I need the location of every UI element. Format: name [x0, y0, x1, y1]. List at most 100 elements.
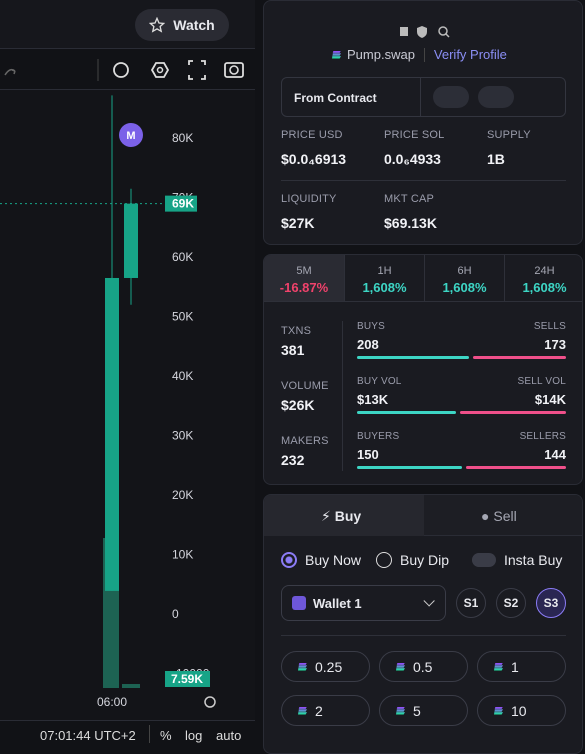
- last-price-tag: [165, 195, 197, 212]
- sell-bar: [465, 466, 566, 469]
- toggle: [472, 553, 496, 567]
- preset-button[interactable]: S1: [456, 588, 486, 618]
- volume-tag: [165, 671, 210, 687]
- chevron: [423, 595, 435, 607]
- divider: [281, 635, 566, 636]
- activity-value: $26K: [281, 397, 315, 413]
- sell-label: SELLERS: [519, 431, 566, 442]
- dex-icon: [332, 50, 341, 59]
- sol-icon: [298, 706, 307, 715]
- amount-button[interactable]: 10: [477, 695, 566, 726]
- stat-value: 1B: [487, 151, 505, 167]
- sell-tab-label: ● Sell: [481, 508, 517, 524]
- buy-label: BUY VOL: [357, 376, 402, 387]
- token-marker-label: M: [126, 130, 135, 142]
- amount-button[interactable]: 0.5: [379, 651, 468, 682]
- y-tick-label: 60K: [172, 250, 193, 264]
- website-button[interactable]: [478, 86, 514, 108]
- separator: [149, 725, 150, 743]
- sell-label: SELLS: [533, 321, 566, 332]
- dex-name: Pump.swap: [347, 47, 415, 62]
- sell-bar: [472, 356, 566, 359]
- amount-button[interactable]: 1: [477, 651, 566, 682]
- candle-body: [124, 203, 138, 278]
- wallet-icon: [292, 596, 306, 610]
- amount-label: 1: [511, 658, 519, 675]
- buy-tab-label: ⚡ Buy: [321, 508, 362, 524]
- timeframe-label: 5M: [296, 265, 312, 277]
- timeframe-tab[interactable]: 5M -16.87%: [264, 255, 344, 301]
- sol-icon: [396, 706, 405, 715]
- log-toggle[interactable]: log: [185, 728, 203, 743]
- amount-button[interactable]: 0.25: [281, 651, 370, 682]
- contract-box: From Contract: [281, 77, 566, 117]
- option[interactable]: Buy Now: [281, 552, 361, 568]
- sol-icon: [494, 706, 503, 715]
- separator: [420, 78, 421, 116]
- preset-button[interactable]: S2: [496, 588, 526, 618]
- timeframe-change: -16.87%: [279, 280, 329, 295]
- wallet-name: Wallet 1: [313, 595, 362, 611]
- stat-label: LIQUIDITY: [281, 193, 337, 205]
- amount-label: 0.25: [315, 658, 343, 675]
- community-button[interactable]: [433, 86, 469, 108]
- sell-tab[interactable]: ● Sell: [424, 495, 582, 536]
- stat-label: SUPPLY: [487, 129, 531, 141]
- star-icon: [149, 17, 166, 33]
- sell-value: 173: [544, 337, 566, 352]
- percent-toggle[interactable]: %: [160, 728, 172, 743]
- buy-bar: [357, 466, 462, 469]
- separator: [423, 47, 425, 62]
- timeframe-tab[interactable]: 1H 1,608%: [344, 255, 424, 301]
- timeframe-change: 1,608%: [522, 280, 567, 295]
- token-icons: [400, 26, 450, 38]
- amount-button[interactable]: 2: [281, 695, 370, 726]
- option[interactable]: Insta Buy: [472, 552, 562, 568]
- watch-button[interactable]: Watch: [135, 9, 229, 41]
- settings-icon[interactable]: [204, 696, 216, 708]
- option-label: Buy Now: [305, 552, 362, 568]
- preset-button[interactable]: S3: [536, 588, 566, 618]
- buy-tab-text: Buy: [334, 508, 362, 524]
- auto-toggle[interactable]: auto: [216, 728, 242, 743]
- buy-bar: [357, 356, 469, 359]
- stat-label: PRICE USD: [281, 129, 343, 141]
- timeframe-tab[interactable]: 24H 1,608%: [504, 255, 584, 301]
- activity-card: 5M -16.87% 1H 1,608% 6H 1,608% 24H 1,608% TXNS 3…: [263, 254, 583, 485]
- divider: [281, 180, 566, 181]
- trade-card: ⚡ Buy ● Sell Buy Now Buy Dip Insta Buy Wall…: [263, 494, 583, 754]
- option[interactable]: Buy Dip: [376, 552, 449, 568]
- buy-label: BUYERS: [357, 431, 400, 442]
- activity-label: MAKERS: [281, 435, 329, 447]
- activity-value: 232: [281, 452, 305, 468]
- y-tick-label: 80K: [172, 131, 193, 145]
- wallet-select[interactable]: Wallet 1: [281, 585, 446, 621]
- sell-value: $14K: [534, 392, 566, 407]
- y-tick-label: 30K: [172, 429, 193, 443]
- timeframe-label: 1H: [377, 265, 392, 277]
- stat-label: PRICE SOL: [384, 129, 445, 141]
- from-contract[interactable]: From Contract: [294, 91, 377, 105]
- divider: [342, 321, 343, 471]
- volume-bar: [122, 684, 140, 688]
- sol-icon: [494, 662, 503, 671]
- candle-body: [105, 277, 119, 591]
- timeframe-tab[interactable]: 6H 1,608%: [424, 255, 504, 301]
- buy-label: BUYS: [357, 321, 386, 332]
- stat-value: $0.0₄6913: [281, 151, 347, 167]
- volume-tag-label: 7.59K: [171, 672, 203, 686]
- chart-bg: [0, 90, 255, 720]
- timeframe-change: 1,608%: [362, 280, 407, 295]
- activity-label: TXNS: [281, 325, 312, 337]
- timeframe-label: 6H: [457, 265, 472, 277]
- x-tick-label: 06:00: [97, 695, 127, 709]
- token-marker: [119, 123, 143, 147]
- buy-value: $13K: [357, 392, 389, 407]
- y-tick-label: 40K: [172, 369, 193, 383]
- timeframe-label: 24H: [534, 265, 555, 277]
- buy-tab[interactable]: ⚡ Buy: [264, 495, 424, 536]
- amount-button[interactable]: 5: [379, 695, 468, 726]
- option-label: Buy Dip: [400, 552, 450, 568]
- verify-link[interactable]: Verify Profile: [433, 47, 507, 62]
